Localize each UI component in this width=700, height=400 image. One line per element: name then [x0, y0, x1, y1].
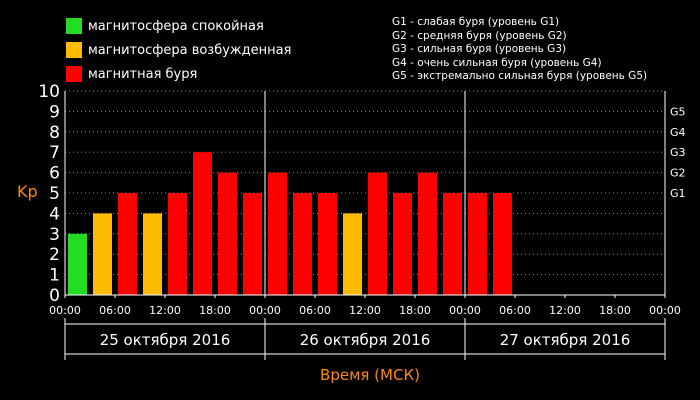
x-tick-label: 00:00 [649, 304, 681, 317]
y-tick-label: 8 [49, 123, 60, 143]
y-tick-label: 2 [49, 245, 60, 265]
x-tick-label: 12:00 [549, 304, 581, 317]
legend-label: магнитная буря [88, 66, 198, 82]
kp-bar [393, 193, 412, 295]
kp-bar [293, 193, 312, 295]
y-tick-label: 4 [49, 204, 60, 224]
storm-level-g2: G2 - средняя буря (уровень G2) [392, 29, 567, 42]
legend-label: магнитосфера возбужденная [88, 42, 292, 58]
kp-bar [193, 152, 212, 295]
kp-bar [443, 193, 462, 295]
storm-level-g3: G3 - сильная буря (уровень G3) [392, 43, 567, 55]
date-label: 26 октября 2016 [300, 331, 431, 349]
x-tick-label: 12:00 [349, 304, 381, 317]
y-tick-label: 5 [49, 184, 60, 204]
legend: магнитосфера спокойная магнитосфера возб… [66, 14, 291, 86]
kp-bar [418, 172, 437, 295]
storm-level-g4: G4 - очень сильная буря (уровень G4) [392, 56, 602, 69]
kp-bar [368, 172, 387, 295]
kp-bar [343, 213, 362, 295]
legend-item-storm: магнитная буря [66, 62, 291, 86]
x-axis-title: Время (МСК) [320, 366, 420, 384]
kp-bar [468, 193, 487, 295]
x-tick-label: 00:00 [49, 304, 81, 317]
x-tick-label: 18:00 [199, 304, 231, 317]
x-tick-label: 00:00 [449, 304, 481, 317]
storm-level-g1: G1 - слабая буря (уровень G1) [392, 16, 560, 28]
legend-swatch-storm [66, 66, 82, 82]
x-tick-label: 06:00 [99, 304, 131, 317]
storm-level-legend: G1 - слабая буря (уровень G1) G2 - средн… [392, 16, 647, 84]
x-tick-label: 06:00 [299, 304, 331, 317]
legend-swatch-quiet [66, 18, 82, 34]
axes [64, 91, 666, 360]
kp-bar [168, 193, 187, 295]
legend-swatch-active [66, 42, 82, 58]
x-tick-label: 12:00 [149, 304, 181, 317]
legend-item-active: магнитосфера возбужденная [66, 38, 291, 62]
y-tick-label: 9 [49, 102, 60, 122]
g-level-tick-label: G3 [670, 146, 686, 159]
legend-label: магнитосфера спокойная [88, 18, 264, 34]
x-tick-label: 18:00 [399, 304, 431, 317]
kp-bar [243, 193, 262, 295]
kp-bar [268, 172, 287, 295]
x-tick-label: 18:00 [599, 304, 631, 317]
kp-bar [318, 193, 337, 295]
kp-bar [118, 193, 137, 295]
kp-bar [218, 172, 237, 295]
y-tick-label: 3 [49, 225, 60, 245]
y-tick-label: 0 [49, 286, 60, 306]
y-tick-label: 10 [38, 82, 60, 102]
kp-bar [143, 213, 162, 295]
legend-item-quiet: магнитосфера спокойная [66, 14, 291, 38]
g-level-tick-label: G1 [670, 187, 686, 200]
y-tick-label: 6 [49, 164, 60, 184]
kp-bar [493, 193, 512, 295]
date-label: 25 октября 2016 [100, 331, 231, 349]
storm-level-g5: G5 - экстремально сильная буря (уровень … [392, 70, 648, 82]
y-tick-label: 1 [49, 266, 60, 286]
kp-bar [68, 233, 87, 295]
date-label: 27 октября 2016 [500, 331, 631, 349]
bars [68, 152, 512, 295]
g-level-tick-label: G2 [670, 167, 686, 180]
y-tick-label: 7 [49, 143, 60, 163]
x-tick-label: 00:00 [249, 304, 281, 317]
grid-lines [65, 90, 665, 296]
y-axis-title: Kp [17, 182, 38, 201]
g-level-tick-label: G5 [670, 105, 686, 118]
g-level-tick-label: G4 [670, 126, 686, 139]
x-tick-label: 06:00 [499, 304, 531, 317]
kp-bar [93, 213, 112, 295]
